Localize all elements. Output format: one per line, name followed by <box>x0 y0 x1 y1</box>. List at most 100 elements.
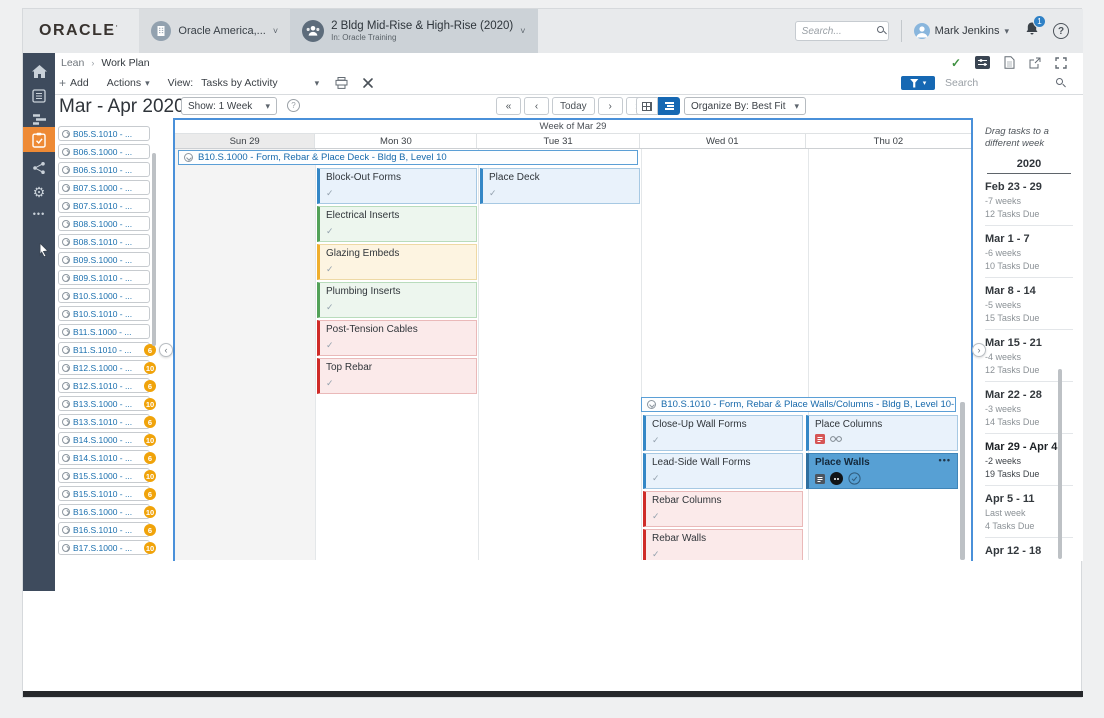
info-icon[interactable]: ? <box>287 99 300 112</box>
task-list-item[interactable]: B12.S.1010 - ... 6 <box>58 378 156 393</box>
sidebar-item-settings[interactable]: ⚙ <box>23 181 55 203</box>
task-card[interactable]: Rebar Walls ✓ <box>643 529 803 560</box>
activity-band[interactable]: B10.S.1000 - Form, Rebar & Place Deck - … <box>178 150 638 165</box>
check-circle-icon[interactable] <box>848 472 861 485</box>
task-list-item[interactable]: B15.S.1000 - ... 10 <box>58 468 156 483</box>
notifications-bell-icon[interactable]: 1 <box>1025 15 1046 41</box>
task-list-item[interactable]: B12.S.1000 - ... 10 <box>58 360 156 375</box>
day-header-sun[interactable]: Sun 29 <box>175 134 315 148</box>
task-card[interactable]: Block-Out Forms ✓ <box>317 168 477 204</box>
project-selector[interactable]: 2 Bldg Mid-Rise & High-Rise (2020) In: O… <box>290 9 538 53</box>
task-list-item[interactable]: B08.S.1010 - ... <box>58 234 150 249</box>
confirm-check-icon[interactable]: ✓ <box>950 55 961 70</box>
task-list-item[interactable]: B13.S.1010 - ... 6 <box>58 414 156 429</box>
task-list-item[interactable]: B10.S.1010 - ... <box>58 306 150 321</box>
task-list-item[interactable]: B10.S.1000 - ... <box>58 288 150 303</box>
day-header-thu[interactable]: Thu 02 <box>804 134 971 148</box>
task-list-item[interactable]: B11.S.1010 - ... 6 <box>58 342 156 357</box>
week-item[interactable]: Apr 5 - 11 Last week 4 Tasks Due <box>985 486 1073 538</box>
week-item[interactable]: Mar 15 - 21 -4 weeks 12 Tasks Due <box>985 330 1073 382</box>
day-header-mon[interactable]: Mon 30 <box>314 134 476 148</box>
task-card-selected[interactable]: ••• Place Walls <box>806 453 958 489</box>
task-card[interactable]: Electrical Inserts ✓ <box>317 206 477 242</box>
manage-views-icon[interactable] <box>975 56 990 69</box>
calendar-scrollbar[interactable] <box>960 402 965 560</box>
week-item[interactable]: Mar 1 - 7 -6 weeks 10 Tasks Due <box>985 226 1073 278</box>
sidebar-item-home[interactable] <box>23 61 55 83</box>
collapse-left-panel-button[interactable]: ‹ <box>159 343 173 357</box>
task-card[interactable]: Place Deck ✓ <box>480 168 640 204</box>
workplan-search-input[interactable] <box>945 77 1053 89</box>
print-icon[interactable] <box>335 77 348 89</box>
view-select[interactable]: Tasks by Activity ▾ <box>201 77 320 89</box>
report-icon[interactable] <box>1004 56 1015 69</box>
week-item[interactable]: Mar 22 - 28 -3 weeks 14 Tasks Due <box>985 382 1073 434</box>
sidebar-item-schedule[interactable] <box>23 108 55 130</box>
search-icon[interactable] <box>876 25 884 33</box>
list-view-toggle[interactable] <box>658 97 680 115</box>
collapse-circle-icon[interactable] <box>184 153 193 162</box>
collapse-circle-icon[interactable] <box>647 400 656 409</box>
task-list-item[interactable]: B07.S.1010 - ... <box>58 198 150 213</box>
actions-button[interactable]: Actions ▾ <box>106 77 150 89</box>
sidebar-item-network[interactable] <box>23 157 55 179</box>
task-list-item[interactable]: B16.S.1010 - ... 6 <box>58 522 156 537</box>
activity-band[interactable]: B10.S.1010 - Form, Rebar & Place Walls/C… <box>641 397 956 412</box>
nav-prev-button[interactable]: ‹ <box>524 97 549 115</box>
week-item[interactable]: Apr 12 - 18 <box>985 538 1073 561</box>
week-panel-scrollbar[interactable] <box>1058 369 1062 559</box>
task-list-item[interactable]: B13.S.1000 - ... 10 <box>58 396 156 411</box>
customize-tools-icon[interactable] <box>362 77 374 89</box>
help-icon[interactable]: ? <box>1053 23 1069 39</box>
more-options-icon[interactable]: ••• <box>938 455 951 465</box>
task-card[interactable]: Plumbing Inserts ✓ <box>317 282 477 318</box>
task-list-item[interactable]: B16.S.1000 - ... 10 <box>58 504 156 519</box>
export-icon[interactable] <box>1029 57 1041 69</box>
collapse-right-panel-button[interactable]: › <box>972 343 986 357</box>
user-menu[interactable]: Mark Jenkins ▾ <box>913 23 1009 39</box>
task-card[interactable]: Place Columns <box>806 415 958 451</box>
chevron-circle-icon <box>62 381 70 390</box>
task-card[interactable]: Lead-Side Wall Forms ✓ <box>643 453 803 489</box>
task-list-item[interactable]: B08.S.1000 - ... <box>58 216 150 231</box>
organize-by-select[interactable]: Organize By: Best Fit ▾ <box>684 97 806 115</box>
week-item[interactable]: Feb 23 - 29 -7 weeks 12 Tasks Due <box>985 174 1073 226</box>
task-list-item[interactable]: B09.S.1000 - ... <box>58 252 150 267</box>
fullscreen-icon[interactable] <box>1055 56 1067 69</box>
task-list-item[interactable]: B17.S.1000 - ... 10 <box>58 540 156 555</box>
task-list-item[interactable]: B05.S.1010 - ... <box>58 126 150 141</box>
week-item-current[interactable]: Mar 29 - Apr 4 -2 weeks 19 Tasks Due <box>985 434 1073 486</box>
nav-first-button[interactable]: « <box>496 97 521 115</box>
task-card[interactable]: Rebar Columns ✓ <box>643 491 803 527</box>
task-list-item[interactable]: B06.S.1000 - ... <box>58 144 150 159</box>
task-card[interactable]: Top Rebar ✓ <box>317 358 477 394</box>
task-list-item[interactable]: B14.S.1010 - ... 6 <box>58 450 156 465</box>
add-button[interactable]: + Add <box>59 76 89 90</box>
day-header-tue[interactable]: Tue 31 <box>476 134 638 148</box>
breadcrumb-parent[interactable]: Lean <box>61 56 85 69</box>
task-list-item[interactable]: B07.S.1000 - ... <box>58 180 150 195</box>
organization-selector[interactable]: Oracle America,... ˅ <box>139 9 291 53</box>
task-list-item[interactable]: B14.S.1000 - ... 10 <box>58 432 156 447</box>
week-item[interactable]: Mar 8 - 14 -5 weeks 15 Tasks Due <box>985 278 1073 330</box>
task-list-item[interactable]: B06.S.1010 - ... <box>58 162 150 177</box>
sidebar-item-more[interactable]: ••• <box>23 203 55 225</box>
task-card[interactable]: Glazing Embeds ✓ <box>317 244 477 280</box>
search-icon[interactable] <box>1053 76 1067 90</box>
day-header-wed[interactable]: Wed 01 <box>638 134 805 148</box>
show-range-select[interactable]: Show: 1 Week ▾ <box>181 97 277 115</box>
task-list-scrollbar[interactable] <box>152 153 156 346</box>
task-card[interactable]: Close-Up Wall Forms ✓ <box>643 415 803 451</box>
sidebar-item-worklist[interactable] <box>23 85 55 107</box>
grid-view-toggle[interactable] <box>636 97 658 115</box>
task-list-item[interactable]: B09.S.1010 - ... <box>58 270 150 285</box>
sidebar-item-workplan-active[interactable] <box>23 127 55 152</box>
filter-button[interactable]: ▾ <box>901 76 935 90</box>
task-list-item[interactable]: B15.S.1010 - ... 6 <box>58 486 156 501</box>
today-button[interactable]: Today <box>552 97 595 115</box>
chevron-down-icon: ˅ <box>272 26 279 36</box>
task-card[interactable]: Post-Tension Cables ✓ <box>317 320 477 356</box>
task-list-item[interactable]: B11.S.1000 - ... <box>58 324 150 339</box>
nav-next-button[interactable]: › <box>597 97 623 115</box>
global-search-input[interactable] <box>794 21 889 42</box>
